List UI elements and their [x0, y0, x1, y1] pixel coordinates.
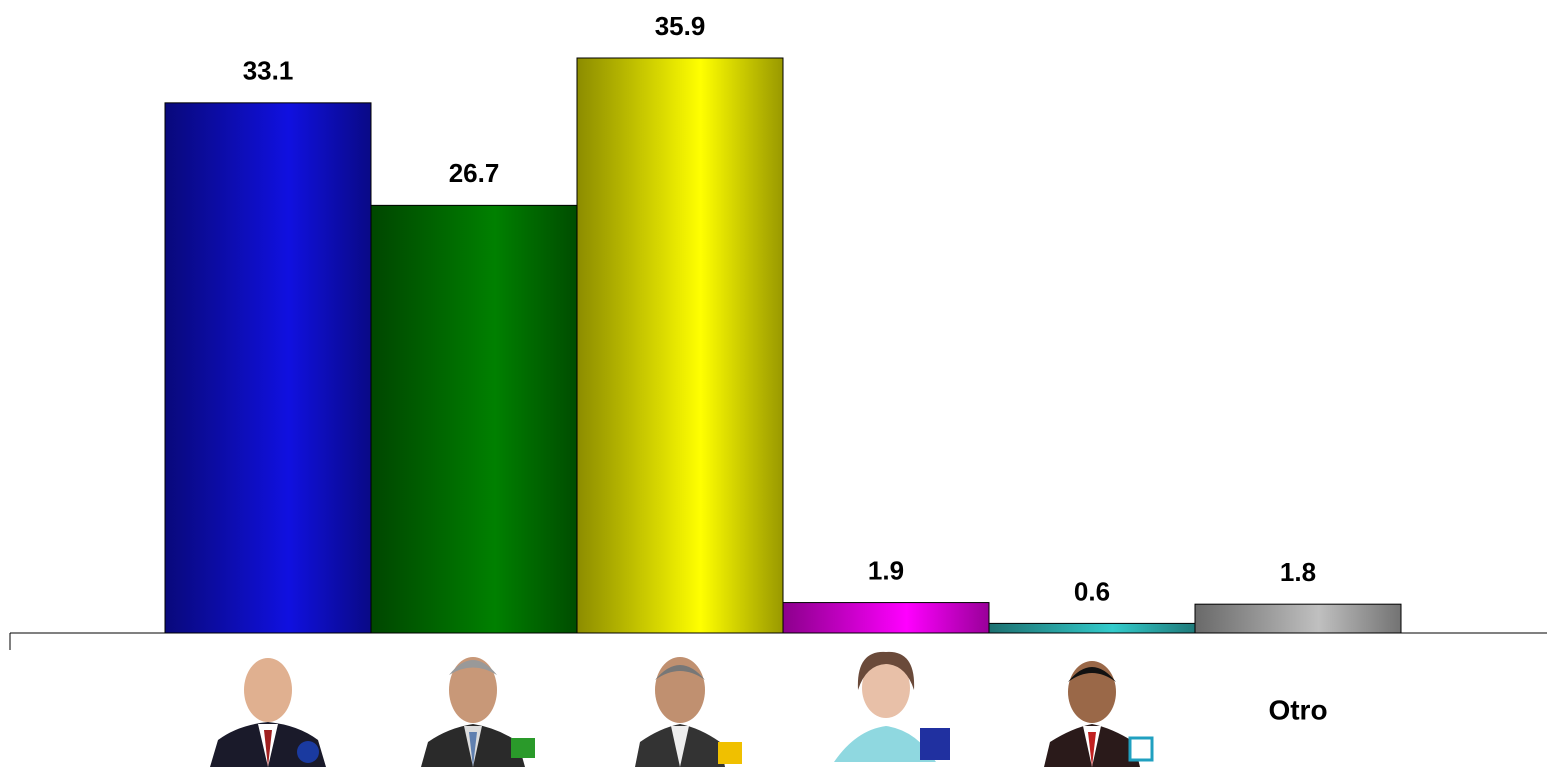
party-logo [297, 741, 319, 763]
candidate-photo [635, 657, 742, 767]
value-label: 35.9 [655, 11, 706, 41]
face [862, 658, 910, 718]
value-label: 1.9 [868, 555, 904, 585]
tie [469, 732, 477, 767]
x-tick-label: Otro [1268, 694, 1327, 725]
bar [782, 602, 990, 634]
party-logo [1128, 736, 1154, 762]
tie [264, 730, 272, 767]
candidate-photo [1044, 661, 1154, 767]
face [1068, 661, 1116, 723]
hair [449, 660, 497, 675]
candidate-photos [210, 650, 1154, 767]
bar [576, 57, 784, 634]
candidate-photo [421, 657, 535, 767]
bar [164, 102, 372, 634]
value-label: 0.6 [1074, 576, 1110, 606]
shirt [671, 726, 689, 767]
party-logo [718, 742, 742, 764]
value-label: 26.7 [449, 158, 500, 188]
bar [1194, 603, 1402, 634]
tie [1088, 732, 1096, 767]
candidate-photo [210, 650, 326, 767]
hair [1068, 667, 1116, 682]
face [655, 657, 705, 723]
hair [857, 651, 915, 690]
bar [988, 622, 1196, 634]
value-label: 1.8 [1280, 557, 1316, 587]
bar [370, 204, 578, 634]
blouse [834, 726, 936, 762]
hair [655, 665, 705, 680]
value-label: 33.1 [243, 56, 294, 86]
face [244, 658, 292, 722]
party-logo [920, 728, 950, 760]
party-logo [511, 738, 535, 758]
face [449, 657, 497, 723]
candidate-photo [834, 651, 950, 762]
